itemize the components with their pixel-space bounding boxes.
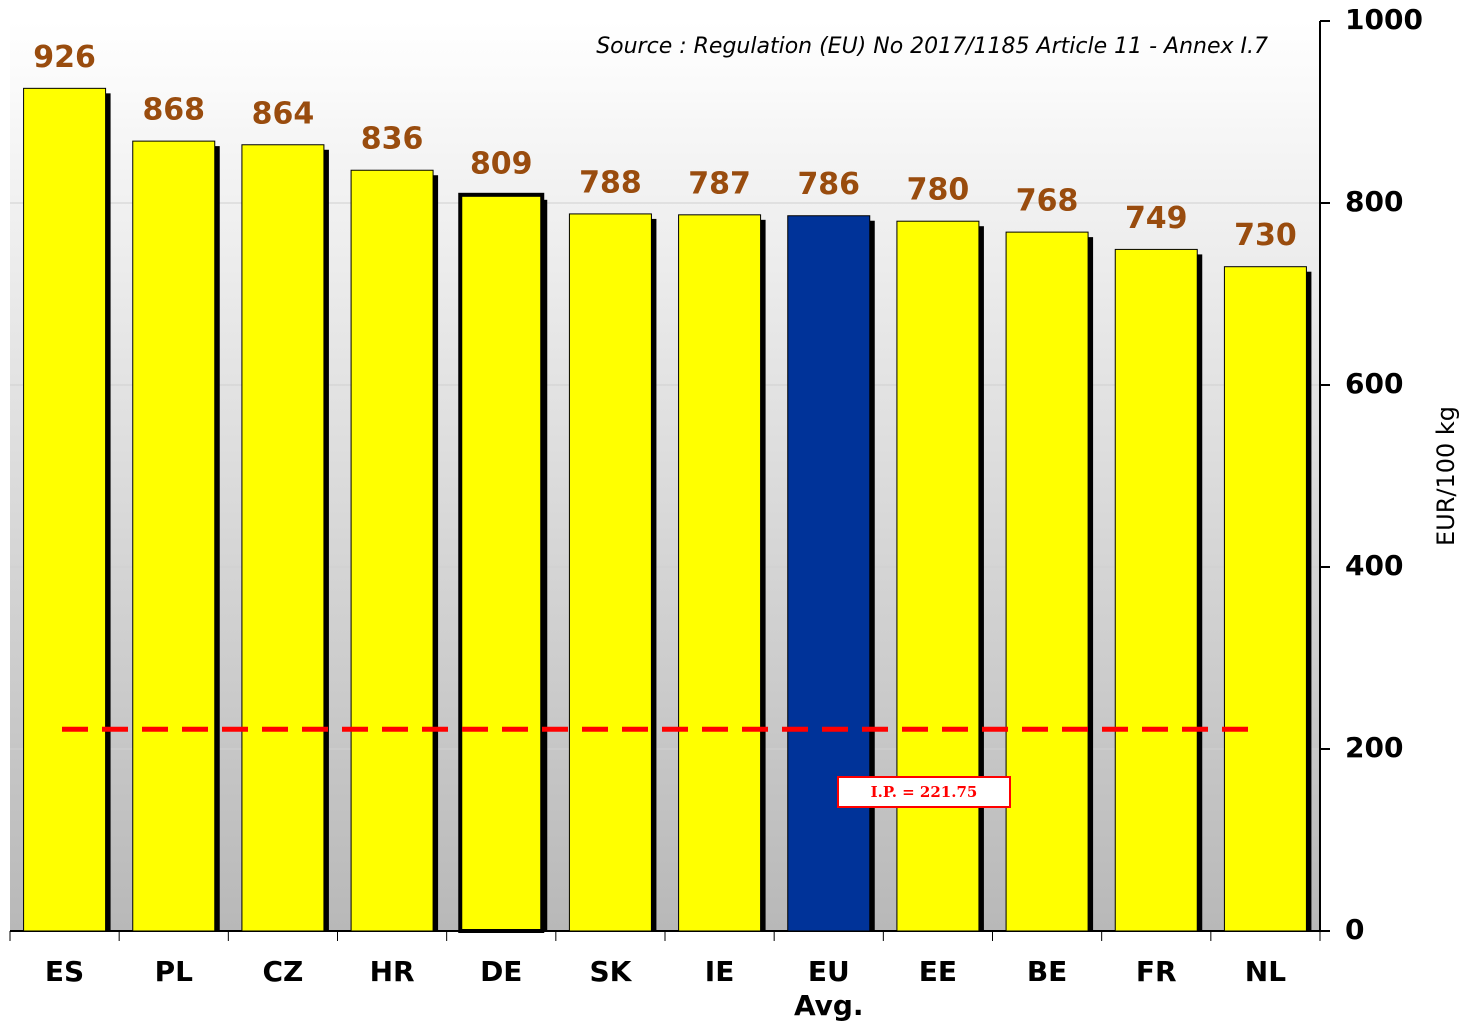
reference-label: I.P. = 221.75: [871, 783, 978, 801]
value-label: 788: [579, 165, 642, 200]
value-label: 868: [142, 93, 205, 128]
y-axis-label: EUR/100 kg: [1432, 406, 1460, 546]
x-tick-label: BE: [1026, 955, 1068, 988]
x-tick-label: NL: [1244, 955, 1287, 988]
x-tick-label: ES: [44, 955, 85, 988]
value-label: 768: [1016, 184, 1079, 219]
bar: [568, 213, 652, 932]
bar: [1005, 231, 1089, 932]
y-tick-label: 800: [1345, 185, 1403, 218]
y-tick-label: 600: [1345, 367, 1403, 400]
x-tick-label: HR: [369, 955, 415, 988]
x-tick-label: SK: [589, 955, 632, 988]
value-label: 864: [252, 96, 315, 131]
y-tick-label: 1000: [1345, 3, 1423, 36]
bar: [1114, 248, 1198, 932]
y-tick-label: 400: [1345, 549, 1403, 582]
x-tick-label: EU Avg.: [793, 955, 864, 1022]
bar: [23, 87, 107, 932]
reference-label-box: [837, 776, 1011, 808]
x-tick-label: CZ: [262, 955, 304, 988]
value-label: 749: [1125, 201, 1188, 236]
value-label: 787: [688, 166, 751, 201]
value-label: 786: [797, 167, 860, 202]
x-tick-label: IE: [704, 955, 735, 988]
plot-area: [10, 21, 1320, 931]
bar: [787, 215, 871, 932]
value-label: 780: [907, 173, 970, 208]
x-tick-label: FR: [1135, 955, 1177, 988]
bar: [458, 192, 545, 933]
value-label: 836: [361, 122, 424, 157]
bar: [896, 220, 980, 932]
source-note: Source : Regulation (EU) No 2017/1185 Ar…: [596, 34, 1268, 59]
y-tick-label: 0: [1345, 913, 1364, 946]
value-label: 926: [33, 40, 96, 75]
bar: [350, 169, 434, 932]
value-label: 809: [470, 146, 533, 181]
bar: [132, 140, 216, 932]
y-tick-label: 200: [1345, 731, 1403, 764]
bar: [1223, 266, 1307, 932]
x-tick-label: EE: [918, 955, 958, 988]
x-tick-label: DE: [480, 955, 523, 988]
x-tick-label: PL: [154, 955, 193, 988]
value-label: 730: [1234, 218, 1297, 253]
bar: [241, 144, 325, 932]
bar: [678, 214, 762, 932]
